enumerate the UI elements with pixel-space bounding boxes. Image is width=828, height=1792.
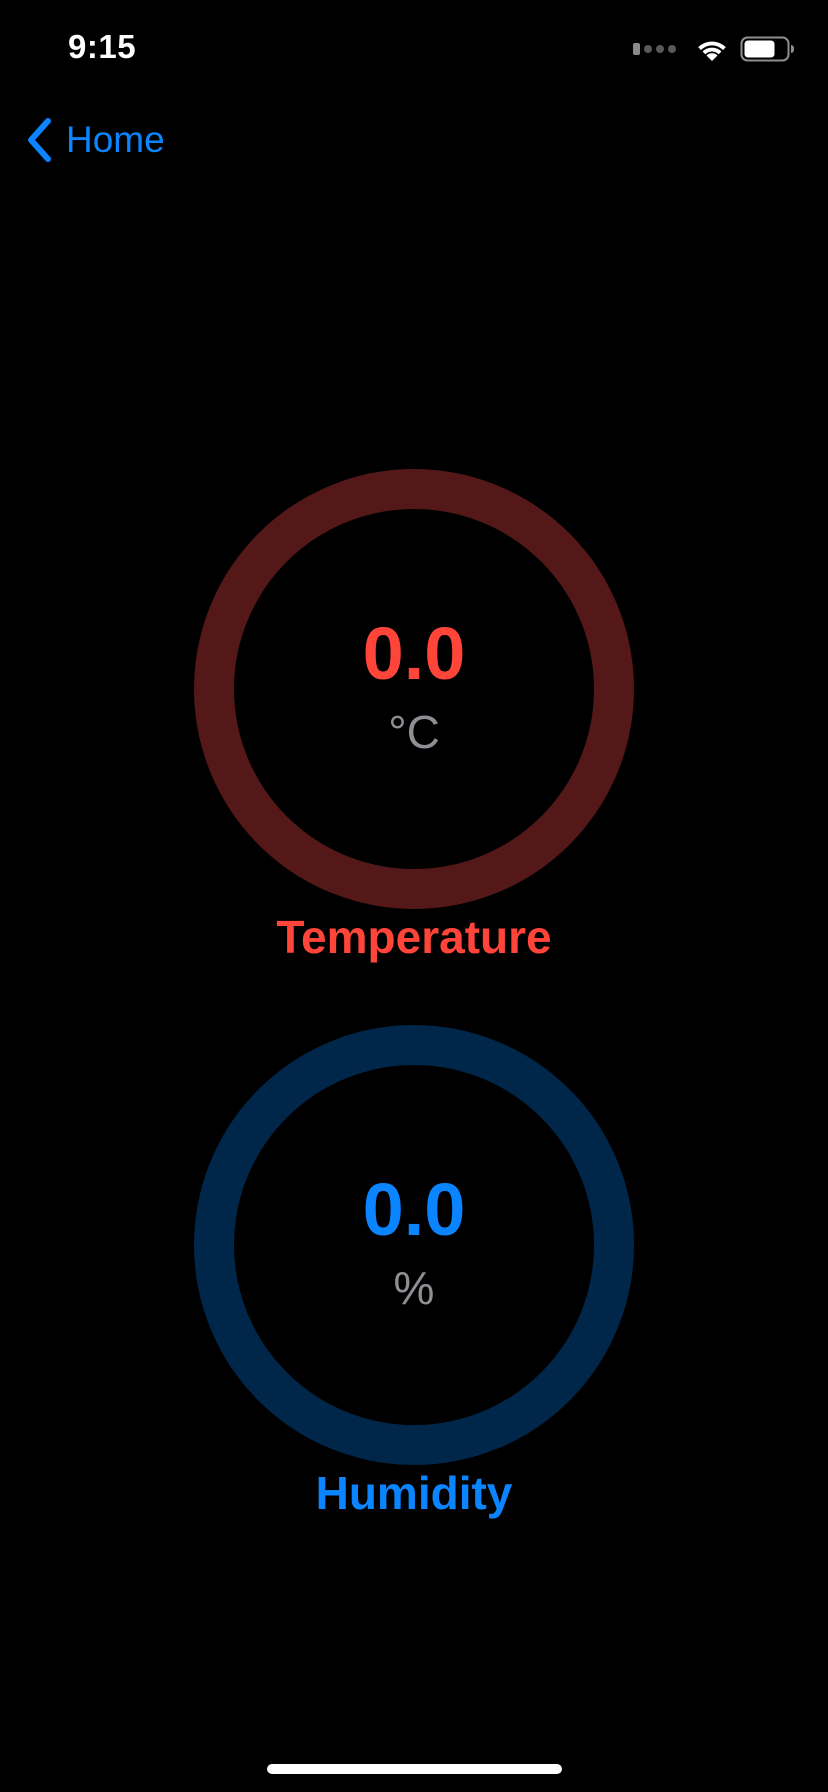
humidity-value: 0.0 [362, 1168, 466, 1251]
temperature-unit: °C [388, 706, 440, 758]
temperature-value: 0.0 [362, 612, 466, 695]
temperature-label: Temperature [276, 911, 552, 963]
back-button-label: Home [66, 119, 165, 160]
temperature-gauge: 0.0 °C [194, 469, 634, 909]
chevron-left-icon [28, 118, 51, 162]
humidity-label: Humidity [315, 1467, 513, 1519]
status-bar: 9:15 [0, 0, 828, 100]
wifi-icon [698, 41, 726, 61]
home-indicator[interactable] [267, 1764, 562, 1774]
back-button[interactable]: Home [24, 112, 165, 168]
humidity-gauge: 0.0 % [194, 1025, 634, 1465]
status-icons [633, 34, 796, 64]
battery-icon [740, 36, 794, 62]
humidity-unit: % [393, 1262, 435, 1314]
cellular-signal-icon [633, 43, 676, 55]
status-time: 9:15 [68, 28, 137, 65]
